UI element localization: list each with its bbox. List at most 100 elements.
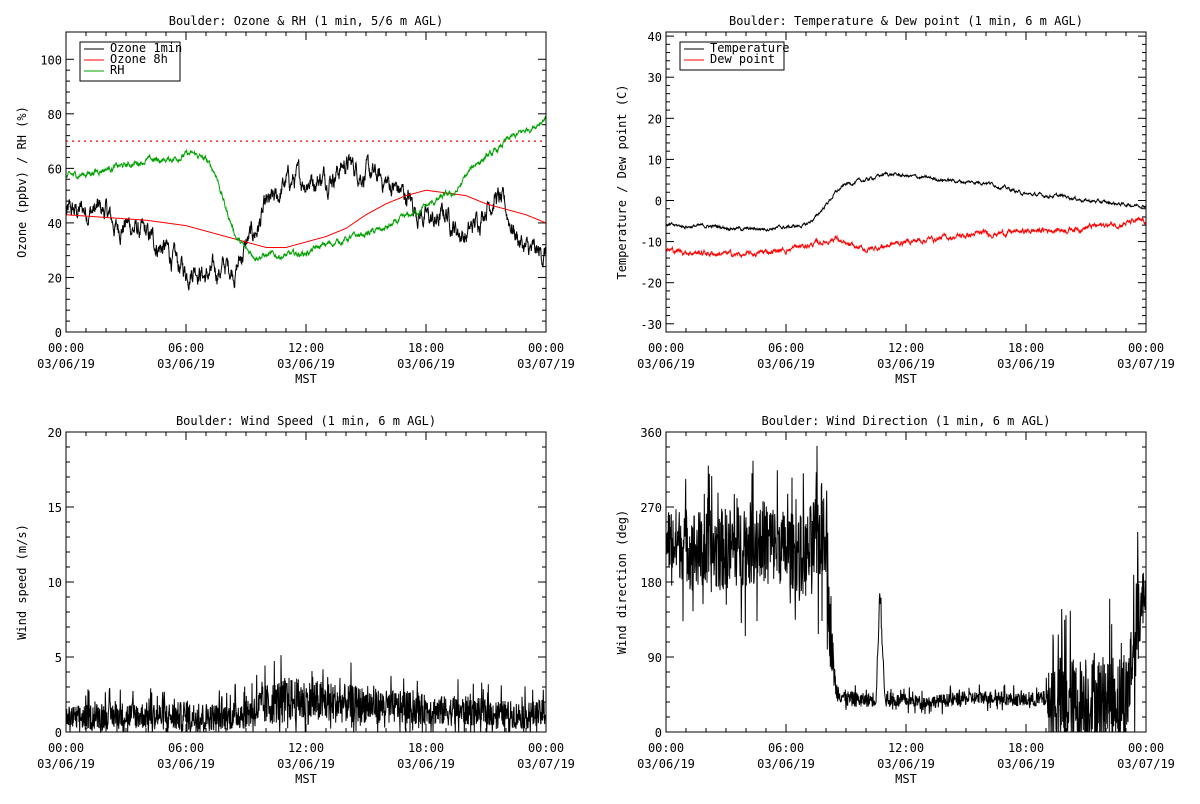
chart-title: Boulder: Ozone & RH (1 min, 5/6 m AGL) [169,14,444,28]
x-tick-label-date: 03/06/19 [997,357,1055,371]
y-tick-label: 100 [40,53,62,67]
x-tick-label-time: 12:00 [888,341,924,355]
y-tick-label: 40 [48,217,62,231]
y-tick-label: 0 [655,726,662,740]
x-tick-label-time: 18:00 [1008,741,1044,755]
y-axis-label: Ozone (ppbv) / RH (%) [15,106,29,258]
series-line [65,655,547,734]
x-tick-label-date: 03/06/19 [877,357,935,371]
x-tick-label-date: 03/06/19 [397,357,455,371]
y-tick-label: -20 [640,277,662,291]
legend-label: Dew point [710,52,775,66]
x-tick-label-date: 03/07/19 [517,357,575,371]
x-tick-label-time: 12:00 [288,741,324,755]
x-tick-label-time: 00:00 [48,741,84,755]
x-tick-label-date: 03/06/19 [997,757,1055,771]
x-tick-label-time: 00:00 [48,341,84,355]
y-tick-label: 0 [55,326,62,340]
series-line-rh [65,116,547,262]
plot-frame [65,431,547,733]
x-tick-label-date: 03/06/19 [157,757,215,771]
x-tick-label-time: 00:00 [648,741,684,755]
x-tick-label-date: 03/07/19 [1117,757,1175,771]
x-tick-label-date: 03/06/19 [757,357,815,371]
legend-label: Ozone 8h [110,52,168,66]
x-tick-label-date: 03/07/19 [517,757,575,771]
y-tick-label: 5 [55,651,62,665]
y-tick-label: 90 [648,651,662,665]
y-tick-label: 10 [648,153,662,167]
chart-title: Boulder: Wind Direction (1 min, 6 m AGL) [762,414,1051,428]
y-axis-label: Temperature / Dew point (C) [615,84,629,279]
x-tick-label-date: 03/06/19 [157,357,215,371]
x-tick-label-date: 03/06/19 [637,357,695,371]
x-tick-label-time: 00:00 [1128,341,1164,355]
chart-title: Boulder: Wind Speed (1 min, 6 m AGL) [176,414,436,428]
x-tick-label-time: 00:00 [528,341,564,355]
chart-panel-1: Boulder: Ozone & RH (1 min, 5/6 m AGL) 0 2… [15,14,575,386]
y-tick-label: 270 [640,501,662,515]
y-tick-label: 80 [48,108,62,122]
series-line-dew-point [665,216,1147,258]
x-tick-label-date: 03/06/19 [877,757,935,771]
x-tick-label-time: 00:00 [528,741,564,755]
chart-title: Boulder: Temperature & Dew point (1 min,… [729,14,1083,28]
y-axis-label: Wind direction (deg) [615,510,629,655]
legend-label: Ozone 1min [110,41,182,55]
series-line-ozone-8h [65,189,547,248]
x-tick-label-time: 06:00 [168,741,204,755]
y-tick-label: 20 [48,426,62,440]
series-line [665,445,1147,733]
chart-panel-4: Boulder: Wind Direction (1 min, 6 m AGL)… [615,414,1175,786]
x-axis-label: MST [295,772,317,786]
y-tick-label: 180 [640,576,662,590]
x-tick-label-time: 00:00 [1128,741,1164,755]
x-tick-label-time: 18:00 [408,341,444,355]
x-tick-label-date: 03/06/19 [37,757,95,771]
y-tick-label: 40 [648,30,662,44]
y-tick-label: 10 [48,576,62,590]
y-axis-label: Wind speed (m/s) [15,524,29,640]
x-axis-label: MST [895,372,917,386]
legend-label: RH [110,63,124,77]
x-tick-label-date: 03/06/19 [277,357,335,371]
y-tick-label: -30 [640,318,662,332]
plot-frame [665,431,1147,733]
x-tick-label-time: 18:00 [1008,341,1044,355]
x-tick-label-time: 00:00 [648,341,684,355]
x-tick-label-time: 12:00 [888,741,924,755]
x-tick-label-date: 03/06/19 [37,357,95,371]
y-tick-label: -10 [640,236,662,250]
y-tick-label: 30 [648,71,662,85]
y-tick-label: 60 [48,162,62,176]
x-tick-label-time: 06:00 [768,741,804,755]
x-axis-label: MST [295,372,317,386]
y-tick-label: 360 [640,426,662,440]
series-line-temperature [665,171,1147,233]
x-tick-label-date: 03/06/19 [397,757,455,771]
x-tick-label-date: 03/07/19 [1117,357,1175,371]
legend-box [679,41,785,71]
y-tick-label: 0 [655,194,662,208]
y-tick-label: 20 [648,112,662,126]
chart-panel-2: Boulder: Temperature & Dew point (1 min,… [615,14,1175,386]
y-tick-label: 20 [48,271,62,285]
y-tick-label: 0 [55,726,62,740]
legend-label: Temperature [710,41,789,55]
series-line-ozone-1min [65,153,547,291]
x-tick-label-time: 18:00 [408,741,444,755]
x-tick-label-date: 03/06/19 [277,757,335,771]
plot-frame [65,31,547,333]
chart-panel-3: Boulder: Wind Speed (1 min, 6 m AGL) 0 5 10… [15,414,575,786]
plot-frame [665,31,1147,333]
x-tick-label-date: 03/06/19 [757,757,815,771]
y-tick-label: 15 [48,501,62,515]
x-tick-label-time: 06:00 [768,341,804,355]
x-tick-label-date: 03/06/19 [637,757,695,771]
x-tick-label-time: 12:00 [288,341,324,355]
x-tick-label-time: 06:00 [168,341,204,355]
